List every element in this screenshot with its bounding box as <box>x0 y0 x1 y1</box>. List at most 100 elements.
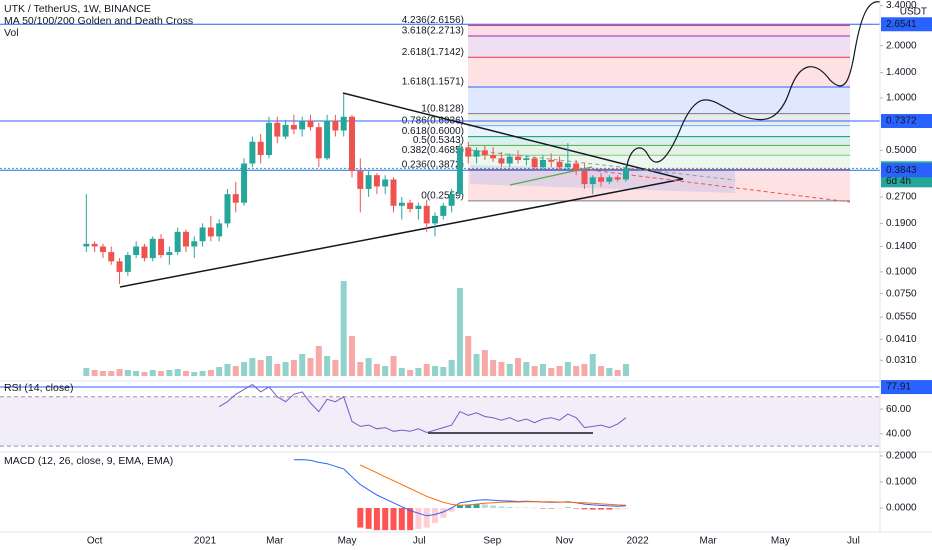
candle-body <box>573 163 580 172</box>
volume-bar <box>108 371 115 376</box>
rsi-title: RSI (14, close) <box>4 382 73 394</box>
candle-body <box>539 159 546 168</box>
volume-bar <box>124 370 131 376</box>
y-tick-label: 0.2700 <box>886 192 917 203</box>
candle-body <box>108 252 115 262</box>
volume-bar <box>324 356 331 376</box>
y-tick-label: 0.1900 <box>886 218 917 229</box>
indicator-label: MA 50/100/200 Golden and Death Cross <box>4 15 193 27</box>
volume-bar <box>432 366 439 376</box>
volume-bar <box>274 364 281 376</box>
volume-bar <box>498 362 505 376</box>
macd-histogram-bar <box>622 508 629 509</box>
candle-body <box>332 120 339 131</box>
candle-body <box>465 147 472 157</box>
price-label: 0.3843 <box>886 165 917 176</box>
volume-bar <box>564 362 571 376</box>
candle-body <box>224 194 231 224</box>
macd-histogram-bar <box>357 508 364 528</box>
volume-bar <box>116 369 123 376</box>
y-tick-label: 0.5000 <box>886 145 917 156</box>
candle-body <box>216 223 223 237</box>
volume-bar <box>373 364 380 376</box>
y-tick-label: 0.0410 <box>886 334 917 345</box>
rsi-marker-box <box>881 380 932 395</box>
y-tick-label: 0.0310 <box>886 355 917 366</box>
candle-body <box>182 231 189 247</box>
volume-bar <box>207 370 214 376</box>
volume-bar <box>191 372 198 376</box>
macd-histogram-bar <box>531 507 538 509</box>
projection-path <box>625 1 881 173</box>
fib-label: 0.236(0.3872) <box>402 159 464 170</box>
x-tick-label: 2021 <box>194 536 217 547</box>
price-label-box <box>881 163 932 178</box>
candle-body <box>158 238 165 256</box>
y-tick-label: 1.0000 <box>886 93 917 104</box>
candle-body <box>141 246 148 259</box>
candle-body <box>498 158 505 164</box>
macd-histogram-bar <box>548 508 555 509</box>
candle-body <box>382 179 389 187</box>
volume-bar <box>307 358 314 376</box>
volume-bar <box>199 371 206 376</box>
volume-bar <box>357 362 364 376</box>
macd-histogram-bar <box>523 507 530 509</box>
y-tick-label: 0.0000 <box>886 503 917 514</box>
macd-histogram-bar <box>398 508 405 531</box>
volume-bar <box>390 356 397 376</box>
volume-bar <box>332 360 339 376</box>
candle-body <box>398 202 405 206</box>
macd-histogram-bar <box>515 507 522 509</box>
y-tick-label: 60.00 <box>886 404 911 415</box>
y-tick-label: 0.1000 <box>886 477 917 488</box>
macd-histogram-bar <box>440 508 447 518</box>
rsi-band <box>0 396 880 447</box>
macd-histogram-bar <box>423 508 430 528</box>
volume-bar <box>614 370 621 376</box>
candle-body <box>174 231 181 253</box>
volume-bar <box>606 368 613 376</box>
fib-band <box>468 125 850 137</box>
fib-label: 0.5(0.5343) <box>413 135 464 146</box>
macd-histogram-bar <box>365 508 372 529</box>
macd-histogram-bar <box>598 508 605 510</box>
y-tick-label: 40.00 <box>886 428 911 439</box>
volume-bar <box>282 362 289 376</box>
macd-histogram-bar <box>589 508 596 510</box>
y-tick-label: 0.0550 <box>886 312 917 323</box>
y-tick-label: 2.0000 <box>886 40 917 51</box>
volume-bar <box>216 367 223 376</box>
macd-histogram-bar <box>490 505 497 509</box>
fib-label: 4.236(2.6156) <box>402 15 464 26</box>
candle-body <box>299 120 306 130</box>
candle-body <box>357 171 364 189</box>
countdown-label: 6d 4h <box>886 176 911 187</box>
volume-bar <box>523 362 530 376</box>
fib-band <box>468 36 850 58</box>
fib-label: 1(0.8128) <box>421 103 464 114</box>
fib-label: 0(0.2559) <box>421 191 464 202</box>
indicator-line <box>360 464 627 506</box>
candle-body <box>390 179 397 206</box>
currency-label: USDT <box>900 7 927 18</box>
candle-body <box>448 194 455 206</box>
candle-body <box>556 161 563 168</box>
price-label-box <box>881 17 932 32</box>
candle-body <box>598 177 605 182</box>
price-label: 0.7372 <box>886 116 917 127</box>
y-tick-label: 3.4000 <box>886 0 917 11</box>
countdown-box <box>881 175 932 188</box>
fib-band <box>468 136 850 146</box>
candle-body <box>149 238 156 259</box>
volume-bar <box>598 366 605 376</box>
macd-histogram-bar <box>382 508 389 531</box>
volume-bar <box>622 364 629 376</box>
chart-title: UTK / TetherUS, 1W, BINANCE <box>4 3 151 15</box>
volume-bar <box>465 336 472 376</box>
price-label-box <box>881 114 932 129</box>
candle-body <box>166 252 173 256</box>
candle-body <box>423 205 430 224</box>
candle-body <box>232 194 239 203</box>
